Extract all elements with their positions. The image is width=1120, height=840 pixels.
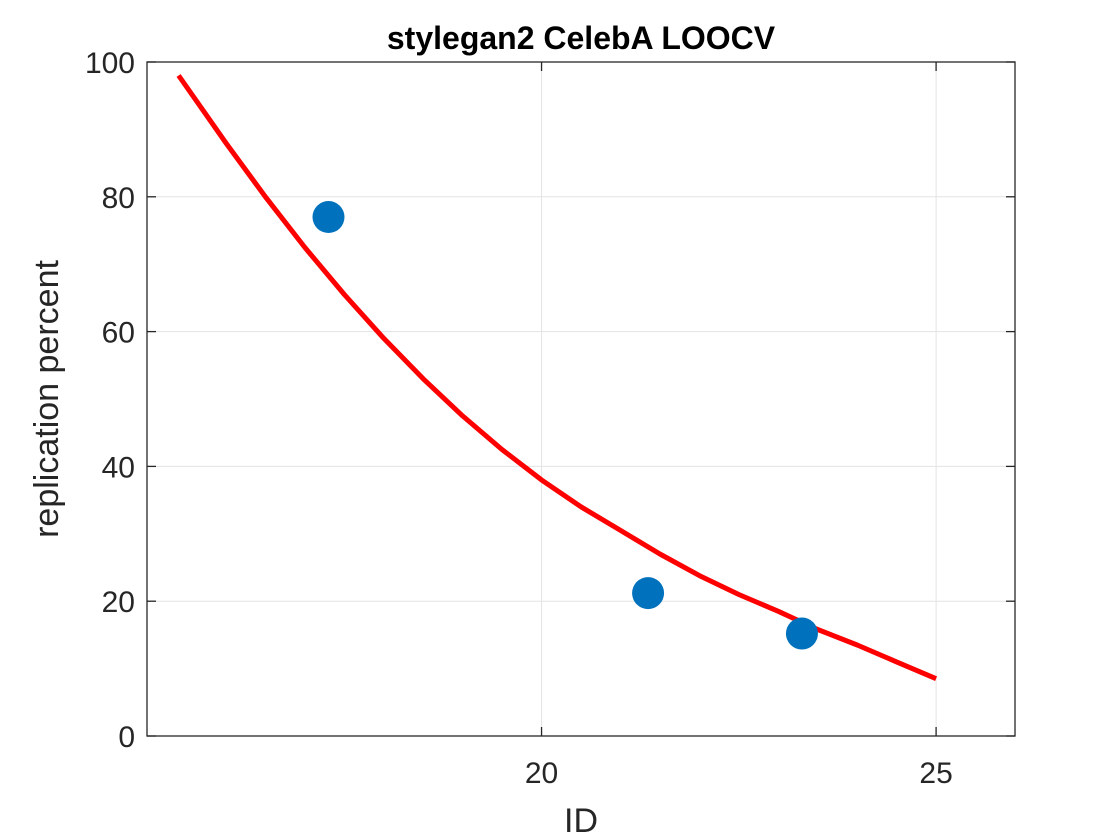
y-axis-label: replication percent: [28, 260, 66, 538]
x-axis-label: ID: [564, 802, 598, 840]
chart-title: stylegan2 CelebA LOOCV: [387, 20, 776, 56]
x-tick-label-1: 25: [919, 757, 952, 790]
grid: [147, 62, 1015, 736]
y-tick-label-0: 0: [118, 721, 135, 754]
plot-area: [147, 62, 1015, 736]
y-tick-label-4: 80: [102, 182, 135, 215]
scatter-point-2: [785, 617, 818, 650]
y-tick-label-3: 60: [102, 317, 135, 350]
y-tick-label-1: 20: [102, 586, 135, 619]
series-layer: [176, 74, 938, 682]
scatter-point-1: [632, 577, 665, 610]
scatter-point-0: [312, 201, 345, 234]
y-tick-label-2: 40: [102, 451, 135, 484]
axis-ticks: 20 25 0 20 40 60 80 100: [85, 47, 1015, 790]
y-tick-label-5: 100: [85, 47, 135, 80]
x-tick-label-0: 20: [525, 757, 558, 790]
plot-frame: [146, 61, 1016, 737]
